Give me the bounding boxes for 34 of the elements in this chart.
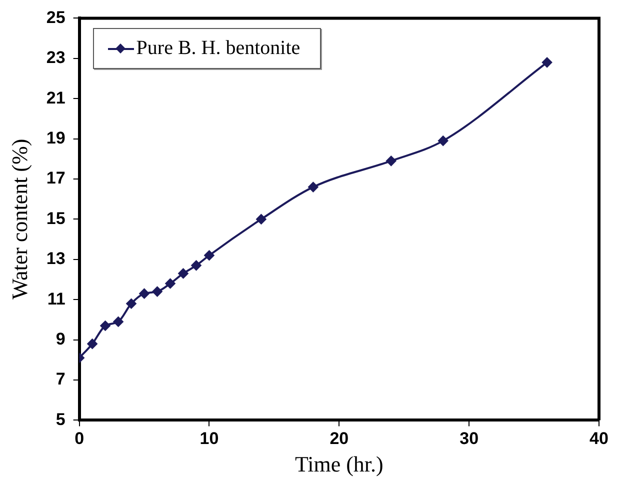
y-tick-label: 15	[46, 208, 66, 228]
point	[191, 260, 202, 270]
y-tick-label: 13	[46, 249, 66, 268]
y-tick-label: 5	[56, 410, 66, 429]
legend-label: Pure B. H. bentonite	[136, 37, 300, 60]
y-tick-label: 21	[46, 88, 66, 108]
y-tick-label: 9	[56, 329, 66, 348]
point	[139, 288, 150, 299]
y-axis-title: Water content (%)	[6, 138, 32, 300]
point	[152, 286, 162, 297]
y-tick-label: 11	[47, 289, 66, 308]
x-tick-label: 0	[74, 429, 84, 448]
x-tick-label: 20	[330, 429, 349, 448]
point	[386, 156, 396, 166]
x-tick-label: 40	[590, 429, 608, 448]
y-tick-label: 25	[46, 8, 66, 27]
y-tick-label: 7	[56, 370, 66, 389]
y-tick-label: 17	[46, 168, 66, 188]
x-tick-label: 30	[460, 429, 479, 448]
x-axis-title: Time (hr.)	[294, 452, 384, 477]
point	[126, 298, 136, 309]
point	[87, 338, 98, 349]
y-tick-label: 23	[46, 48, 66, 68]
point	[100, 320, 110, 331]
point	[178, 268, 188, 278]
point	[113, 316, 124, 327]
point	[438, 136, 448, 146]
point	[204, 250, 214, 260]
point	[256, 214, 266, 224]
x-tick-label: 10	[200, 429, 219, 448]
point	[165, 278, 176, 289]
point	[308, 182, 318, 192]
y-tick-label: 19	[46, 128, 66, 148]
point	[542, 57, 552, 68]
